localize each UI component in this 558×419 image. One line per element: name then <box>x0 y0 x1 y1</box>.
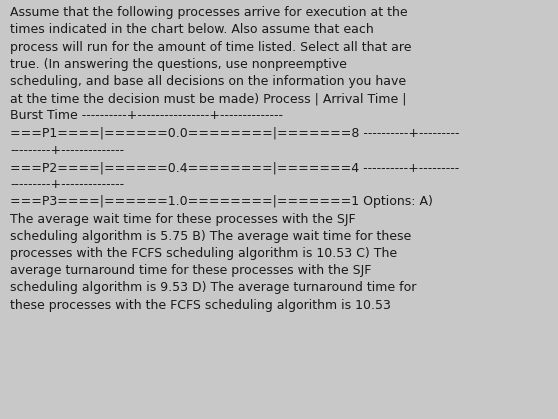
Text: Assume that the following processes arrive for execution at the
times indicated : Assume that the following processes arri… <box>10 6 460 312</box>
